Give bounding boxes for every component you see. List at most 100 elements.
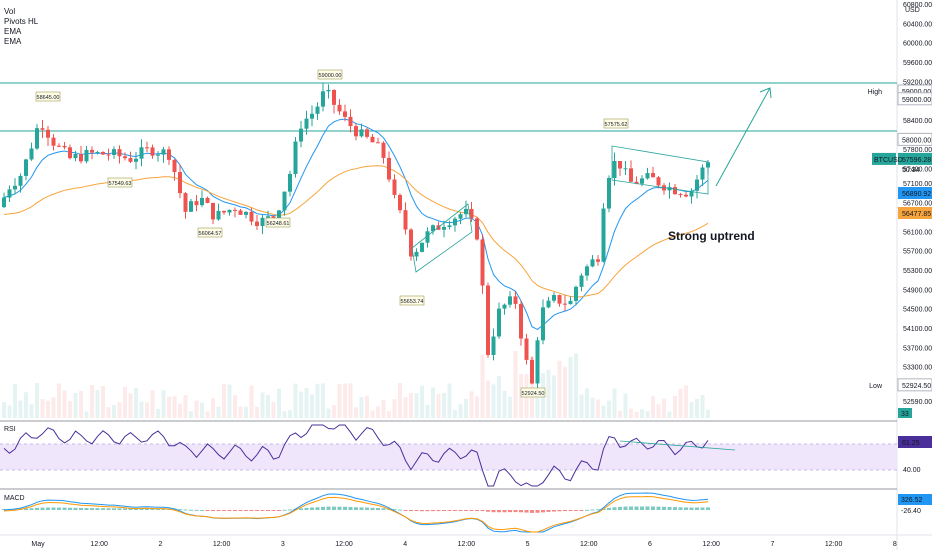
macd-hist-bar — [524, 510, 529, 513]
volume-bar — [95, 390, 100, 418]
macd-hist-bar — [574, 510, 578, 511]
pivot-label-bg — [35, 91, 61, 102]
volume-bar — [563, 366, 567, 418]
macd-hist-bar — [491, 510, 496, 513]
volume-bar — [695, 398, 699, 418]
candle-body — [150, 147, 155, 156]
legend-ema-2[interactable]: EMA — [4, 37, 22, 46]
volume-bar — [24, 392, 28, 418]
rising-channel — [411, 203, 473, 273]
legend-pivots[interactable]: Pivots HL — [4, 17, 39, 26]
candle-body — [552, 295, 556, 301]
candlesticks[interactable] — [2, 83, 710, 392]
pivot-label: 56248.61 — [265, 217, 291, 228]
candle-body — [216, 210, 221, 220]
candle-body — [568, 300, 573, 305]
volume-bar — [673, 395, 677, 418]
legend-vol[interactable]: Vol — [4, 7, 16, 16]
ema-fast-badge: 56890.92 — [898, 187, 932, 200]
current-price-badge-bg — [898, 152, 932, 165]
macd-hist-bar — [689, 507, 694, 510]
volume-bar — [634, 411, 639, 418]
candle-body — [40, 128, 45, 130]
candle — [310, 105, 314, 127]
candle-body — [310, 113, 314, 119]
macd-hist-bar — [29, 508, 34, 510]
candle — [233, 207, 237, 218]
price-tick: 57800.00 — [903, 147, 932, 154]
macd-hist-bar — [414, 510, 419, 512]
candle — [282, 191, 287, 216]
candle-body — [233, 209, 237, 211]
candle — [227, 209, 232, 216]
macd-hist-bar — [90, 508, 94, 510]
volume-bar — [376, 406, 380, 418]
candle — [546, 296, 551, 309]
macd-hist-bar — [502, 510, 507, 513]
candle-body — [464, 208, 468, 215]
volume-bar — [112, 404, 116, 418]
volume-bar — [453, 410, 457, 418]
candle-body — [123, 156, 127, 159]
macd-hist-bar — [381, 508, 386, 510]
candle-body — [101, 151, 105, 155]
volume-bar — [13, 383, 17, 418]
volume-bar — [458, 404, 463, 418]
macd-hist-bar — [249, 510, 254, 511]
price-tick: 58400.00 — [903, 118, 932, 125]
candle-body — [211, 202, 215, 220]
time-tick: 12:00 — [702, 541, 720, 548]
volume-bar — [238, 406, 243, 418]
volume-bar — [392, 399, 397, 418]
volume-bar — [387, 411, 391, 418]
volume-bar — [596, 399, 600, 418]
macd-hist-bar — [513, 510, 518, 513]
time-tick: May — [31, 541, 45, 548]
candle — [222, 210, 226, 215]
candle-body — [2, 197, 6, 208]
price-tick: 52590.00 — [903, 399, 932, 406]
time-tick: 2 — [158, 541, 162, 548]
volume-bar — [73, 392, 78, 418]
pivot-label: 58645.00 — [35, 91, 61, 102]
current-price-badge: 57596.28 — [898, 152, 932, 165]
candle — [255, 215, 259, 230]
volume-bar — [101, 386, 105, 418]
candle-body — [431, 225, 435, 232]
candle — [475, 216, 479, 241]
legend-ema-1[interactable]: EMA — [4, 27, 22, 36]
candle-body — [491, 336, 496, 355]
price-tick: 57100.00 — [903, 181, 932, 188]
candle-body — [227, 209, 232, 213]
volume-bar — [656, 404, 661, 418]
candle-body — [557, 295, 562, 304]
volume-bar — [145, 402, 149, 418]
macd-hist-bar — [46, 507, 50, 510]
candle — [596, 255, 600, 266]
volume-bar — [35, 383, 39, 418]
high-badge-label: High — [868, 89, 883, 96]
volume-bar — [486, 380, 490, 418]
macd-hist-bar — [194, 509, 199, 511]
rsi-tick: 40.00 — [903, 467, 921, 474]
candle — [57, 143, 61, 148]
candle — [123, 152, 127, 161]
volume-bar — [354, 407, 358, 418]
current-price-badge-value: 57596.28 — [902, 157, 931, 164]
pivot-label-text: 52924.50 — [522, 391, 545, 397]
time-axis[interactable]: May 12:00 2 12:00 3 12:00 4 12:00 5 12:00 6 12:00 7 1… — [31, 541, 896, 548]
candle — [249, 207, 254, 226]
candle-body — [414, 251, 419, 257]
candle-body — [502, 304, 507, 309]
macd-hist-bar — [288, 509, 292, 511]
pivot-label-text: 57575.62 — [605, 122, 628, 128]
volume-bar — [629, 408, 633, 418]
volume-bar — [62, 390, 67, 418]
candle-body — [167, 149, 171, 160]
macd-hist-bar — [40, 507, 45, 510]
candle — [51, 134, 56, 151]
candle-body — [90, 149, 94, 153]
candle — [117, 145, 122, 164]
